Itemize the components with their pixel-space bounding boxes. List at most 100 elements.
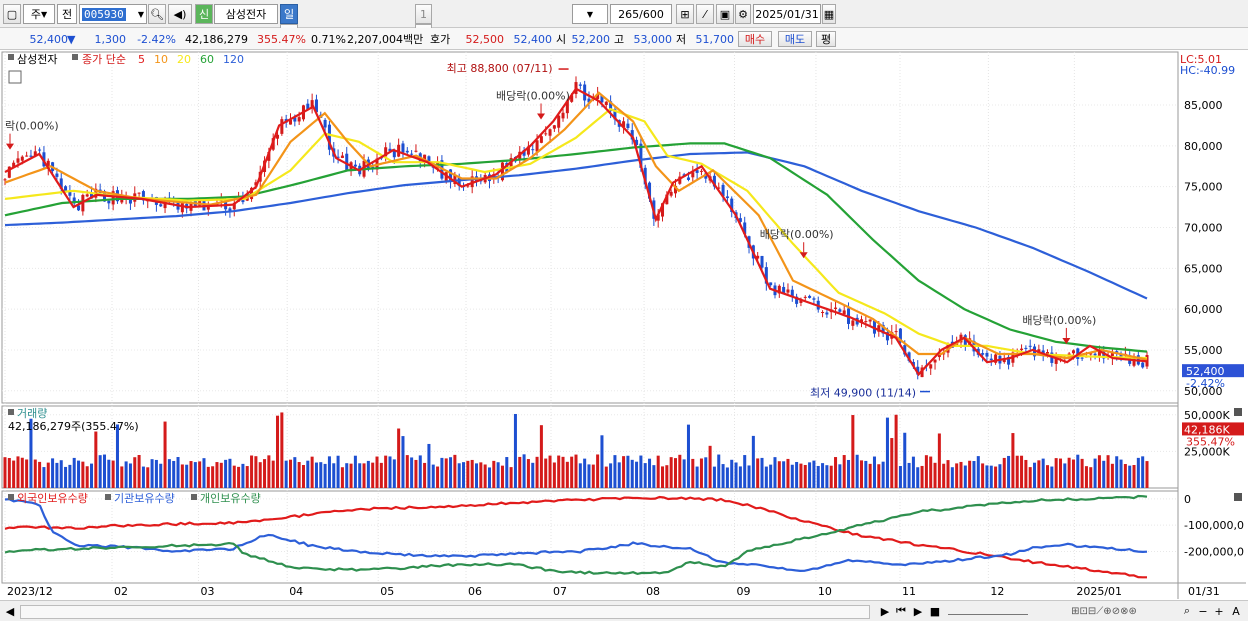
candle-body <box>401 143 405 153</box>
volume-bar <box>769 464 773 488</box>
zoom-slider[interactable] <box>948 605 1028 615</box>
candle-body <box>466 185 470 187</box>
ma120-line <box>4 151 1148 300</box>
volume-bar <box>124 461 128 488</box>
volume-bar <box>842 455 846 488</box>
volume-bar <box>427 443 431 488</box>
candle-body <box>604 101 608 106</box>
new-badge: 신 <box>195 4 213 24</box>
candle-body <box>933 359 937 363</box>
high-price: 53,000 <box>633 32 673 46</box>
volume-bar <box>1024 459 1028 488</box>
rewind-icon[interactable]: ⏮ <box>896 604 906 617</box>
candle-body <box>578 84 582 86</box>
volume-bar <box>907 462 911 488</box>
candle-body <box>397 144 401 157</box>
volume-bar <box>431 464 435 488</box>
volume-bar <box>68 464 72 488</box>
date-field[interactable]: 2025/01/31 <box>753 4 821 24</box>
volume-bar <box>219 462 223 488</box>
candle-body <box>414 150 418 152</box>
bid-price: 52,400 <box>513 32 553 46</box>
candle-body <box>90 192 94 199</box>
volume-bar <box>911 456 915 488</box>
calendar-icon[interactable]: ▦ <box>822 4 836 24</box>
candle-body <box>782 286 786 293</box>
candle-body <box>570 95 574 102</box>
volume-bar <box>773 457 777 488</box>
tab-period-0[interactable]: 일 <box>280 4 298 24</box>
buy-button[interactable]: 매수 <box>738 31 772 47</box>
volume-bar <box>77 460 81 488</box>
text-icon[interactable]: A <box>1232 604 1240 618</box>
candle-body <box>1007 356 1011 365</box>
candle-body <box>686 177 690 180</box>
gear-icon[interactable]: ⚙ <box>735 4 751 24</box>
volume-bar <box>933 462 937 488</box>
down-arrow-icon: ▼ <box>67 32 76 46</box>
search-icon[interactable]: 🔍︎ <box>148 4 166 24</box>
candle-body <box>565 100 569 114</box>
volume-bar <box>293 457 297 488</box>
volume-bar <box>388 456 392 488</box>
candle-body <box>470 176 474 188</box>
minus-icon[interactable]: − <box>1198 604 1208 618</box>
candle-body <box>33 151 37 156</box>
volume-bar <box>237 466 241 488</box>
candle-body <box>721 184 725 197</box>
candle-body <box>276 134 280 139</box>
y-tick-label: 65,000 <box>1184 262 1223 275</box>
plus-icon[interactable]: + <box>1214 604 1224 618</box>
horizontal-scrollbar[interactable] <box>20 605 870 619</box>
count-field[interactable]: 265/600 <box>610 4 672 24</box>
hold-tick-label: -200,000,0 <box>1184 545 1244 558</box>
stock-chart[interactable]: 2023/12 02 03 04 05 06 07 08 09 10 11 12 2025/01 01/3… <box>0 50 1248 600</box>
code-input[interactable]: 005930 ▼ <box>79 4 147 24</box>
candle-body <box>898 328 902 343</box>
volume-bar <box>522 454 526 488</box>
volume-bar <box>864 460 868 488</box>
quote-bar: 52,400 ▼ 1,300 -2.42% 42,186,279 355.47%… <box>0 28 1248 50</box>
scroll-left-icon[interactable]: ◀ <box>5 604 15 618</box>
dividend-label: 배당락(0.00%) <box>496 89 570 102</box>
draw-tools-icon[interactable]: ⊞⊡⊟⟋⊕⊘⊗⊛ <box>1071 605 1137 617</box>
play-icon[interactable]: ▶ <box>913 604 923 618</box>
candle-body <box>812 298 816 300</box>
candle-body <box>128 198 132 204</box>
candle-body <box>725 196 729 199</box>
candle-body <box>738 218 742 222</box>
zoom-icon[interactable]: ⌕ <box>1183 604 1191 617</box>
volume-bar <box>669 457 673 488</box>
stop-icon[interactable]: ■ <box>929 604 941 618</box>
volume-bar <box>526 459 530 488</box>
period-select[interactable]: 주 ▼ <box>23 4 55 24</box>
volume-bar <box>172 460 176 488</box>
speaker-icon[interactable]: ◀) <box>168 4 192 24</box>
volume-bar <box>795 461 799 488</box>
volume-bar <box>717 454 721 488</box>
save-icon[interactable]: ▣ <box>716 4 734 24</box>
line-tool-icon[interactable]: ⁄ <box>696 4 714 24</box>
sell-button[interactable]: 매도 <box>778 31 812 47</box>
candle-body <box>656 214 660 221</box>
volume-bar <box>401 436 405 488</box>
volume-bar <box>764 466 768 488</box>
volume-bar <box>937 433 941 488</box>
candle-body <box>531 149 535 151</box>
volume-bar <box>1115 456 1119 488</box>
chart-tool-icon[interactable]: ⊞ <box>676 4 694 24</box>
volume-bar <box>487 467 491 488</box>
volume-bar <box>829 465 833 488</box>
candle-body <box>1097 351 1101 358</box>
candle-body <box>699 170 703 172</box>
eval-button[interactable]: 평 <box>816 31 836 47</box>
volume-bar <box>1089 467 1093 488</box>
scroll-right-icon[interactable]: ▶ <box>880 604 890 618</box>
tab-minute-1[interactable]: 1 <box>415 4 432 24</box>
volume-bar <box>712 466 716 488</box>
volume-bar <box>760 457 764 488</box>
range-select[interactable]: ▼ <box>572 4 608 24</box>
window-icon[interactable]: ▢ <box>3 4 21 24</box>
mode-select[interactable]: 전 <box>57 4 77 24</box>
volume-bar <box>552 462 556 488</box>
